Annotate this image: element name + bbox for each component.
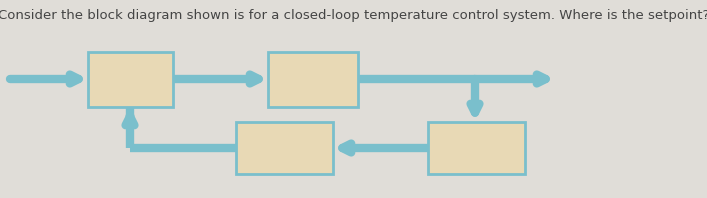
Bar bbox=[88, 52, 173, 107]
Text: Consider the block diagram shown is for a closed-loop temperature control system: Consider the block diagram shown is for … bbox=[0, 9, 707, 22]
Bar bbox=[428, 122, 525, 174]
Bar bbox=[236, 122, 333, 174]
Bar bbox=[268, 52, 358, 107]
